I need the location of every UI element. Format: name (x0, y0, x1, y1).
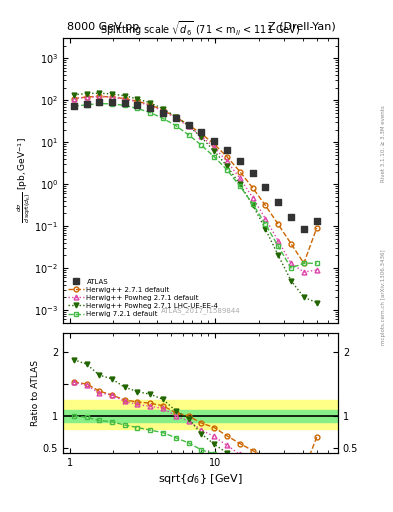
Legend: ATLAS, Herwig++ 2.7.1 default, Herwig++ Powheg 2.7.1 default, Herwig++ Powheg 2.: ATLAS, Herwig++ 2.7.1 default, Herwig++ … (66, 276, 220, 319)
Text: ATLAS_2017_I1589844: ATLAS_2017_I1589844 (161, 307, 240, 314)
Text: 8000 GeV pp: 8000 GeV pp (67, 22, 139, 32)
Text: mcplots.cern.ch [arXiv:1306.3436]: mcplots.cern.ch [arXiv:1306.3436] (381, 249, 386, 345)
Point (96, 98, 103, 106)
Point (173, 114, 179, 122)
Point (250, 169, 256, 178)
Point (121, 98, 128, 106)
Point (224, 146, 230, 154)
Title: Splitting scale $\sqrt{d_6}$ (71 < m$_{ll}$ < 111 GeV): Splitting scale $\sqrt{d_6}$ (71 < m$_{l… (100, 19, 301, 38)
Point (71, 102, 77, 111)
Point (83, 100, 90, 109)
Point (314, 217, 320, 225)
Text: Rivet 3.1.10, ≥ 3.3M events: Rivet 3.1.10, ≥ 3.3M events (381, 105, 386, 182)
Bar (63, 410, 338, 422)
Point (237, 157, 243, 165)
Point (134, 101, 141, 109)
X-axis label: sqrt{$d_6$} [GeV]: sqrt{$d_6$} [GeV] (158, 472, 243, 486)
Point (185, 121, 192, 129)
Y-axis label: $\frac{d\sigma}{d\,\mathrm{sqrt}(d_6)}\ \mathrm{[pb,GeV^{-1}]}$: $\frac{d\sigma}{d\,\mathrm{sqrt}(d_6)}\ … (15, 138, 33, 223)
Point (301, 225, 307, 233)
Point (275, 198, 281, 206)
Point (262, 183, 268, 191)
Point (211, 136, 217, 144)
Bar (63, 400, 338, 429)
Point (288, 213, 294, 221)
Point (160, 109, 166, 117)
Point (198, 127, 204, 136)
Text: Z (Drell-Yan): Z (Drell-Yan) (268, 22, 336, 32)
Point (147, 104, 153, 112)
Point (108, 98, 115, 106)
Y-axis label: Ratio to ATLAS: Ratio to ATLAS (31, 360, 40, 426)
